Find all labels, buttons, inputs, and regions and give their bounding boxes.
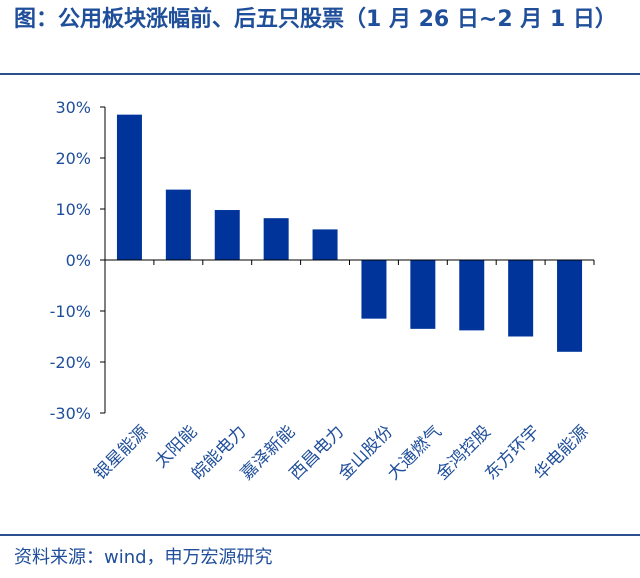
bar-chart: 30%20%10%0%-10%-20%-30% 银星能源太阳能皖能电力嘉泽新能西… [50, 98, 595, 484]
x-tick-label: 银星能源 [90, 422, 152, 484]
y-tick-label: 20% [55, 149, 91, 168]
x-tick-label: 华电能源 [530, 422, 592, 484]
source-note: 资料来源：wind，申万宏源研究 [14, 547, 273, 568]
bar [410, 260, 436, 329]
y-tick-label: 30% [55, 98, 91, 117]
source-divider [0, 534, 640, 536]
bar [116, 114, 142, 261]
y-tick-label: 0% [66, 251, 91, 270]
bar [361, 260, 387, 319]
title-divider [0, 73, 640, 75]
bar [312, 229, 338, 260]
y-tick-label: 10% [55, 200, 91, 219]
y-tick-label: -30% [50, 404, 91, 423]
y-axis: 30% 20% 10% 0% -10% -20% -30% [50, 98, 106, 423]
bar [557, 260, 583, 352]
bar [214, 210, 240, 260]
bar [459, 260, 485, 331]
bar-series [116, 114, 583, 352]
bar [165, 189, 191, 260]
y-tick-label: -10% [50, 302, 91, 321]
chart-title: 图：公用板块涨幅前、后五只股票（1 月 26 日~2 月 1 日） [14, 7, 617, 32]
y-tick-label: -20% [50, 353, 91, 372]
bar [263, 218, 289, 260]
bar [508, 260, 534, 337]
